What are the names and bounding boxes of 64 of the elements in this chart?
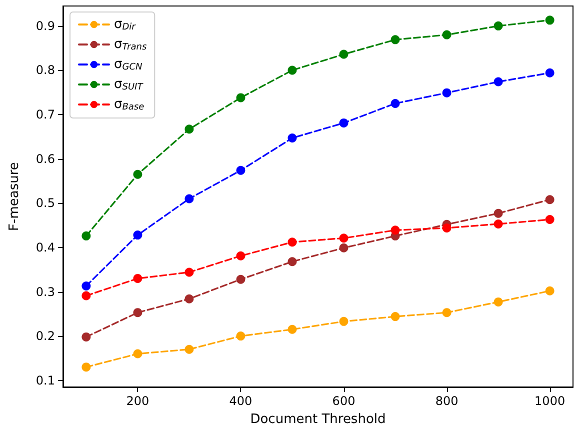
point [390, 98, 400, 108]
point [236, 166, 246, 175]
point [545, 68, 554, 78]
point [236, 332, 246, 341]
point [545, 215, 554, 224]
point [82, 332, 91, 342]
x-tick-label: 200 [126, 394, 150, 408]
point [288, 238, 297, 247]
point [82, 362, 91, 372]
point [494, 219, 503, 228]
y-tick-label: 0.5 [36, 196, 55, 210]
x-tick-label: 1000 [534, 394, 566, 408]
y-tick-label: 0.8 [36, 63, 55, 78]
point [184, 268, 194, 277]
point [82, 231, 91, 240]
point [184, 294, 194, 304]
y-tick-label: 0.4 [36, 240, 55, 254]
point [133, 230, 142, 240]
point [442, 88, 452, 98]
point [339, 316, 348, 326]
point [442, 30, 452, 40]
point [236, 251, 246, 260]
point [339, 50, 348, 59]
point [545, 195, 554, 204]
y-axis-title: F-measure [7, 162, 22, 231]
point [288, 134, 297, 143]
point [82, 291, 91, 300]
point [288, 257, 297, 266]
point [133, 349, 142, 358]
y-tick-label: 0.2 [36, 329, 55, 344]
x-tick-label: 800 [435, 394, 458, 408]
y-tick-label: 0.7 [36, 108, 55, 122]
point [390, 226, 400, 235]
point [288, 324, 297, 334]
point [133, 274, 142, 283]
point [184, 124, 194, 134]
point [339, 234, 348, 243]
point [494, 21, 503, 30]
point [236, 274, 246, 284]
point [442, 308, 452, 318]
point [545, 16, 554, 25]
point [184, 194, 194, 204]
point [236, 93, 246, 102]
point [494, 297, 503, 306]
point [390, 35, 400, 44]
x-tick-label: 600 [332, 394, 356, 408]
point [494, 208, 503, 218]
point [184, 344, 194, 354]
point [494, 77, 503, 86]
point [390, 312, 400, 322]
point [288, 66, 297, 75]
point [442, 223, 452, 232]
point [82, 281, 91, 290]
y-tick-label: 0.9 [36, 18, 55, 33]
point [339, 118, 348, 128]
point [545, 286, 554, 296]
x-axis-title: Document Threshold [250, 412, 386, 427]
y-tick-label: 0.3 [36, 284, 55, 299]
point [133, 308, 142, 318]
x-tick-label: 400 [229, 394, 252, 408]
y-tick-label: 0.1 [36, 373, 55, 388]
y-tick-label: 0.6 [36, 152, 55, 166]
point [133, 170, 142, 179]
point [339, 243, 348, 252]
